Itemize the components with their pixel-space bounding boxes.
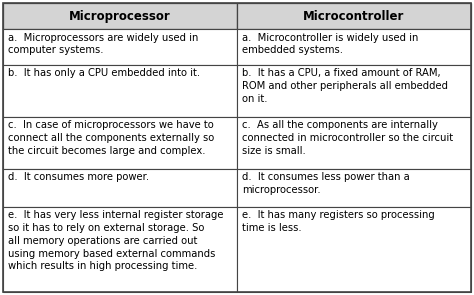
Text: e.  It has many registers so processing
time is less.: e. It has many registers so processing t… (242, 210, 435, 233)
Bar (3, 169, 237, 207)
Text: d.  It consumes less power than a
microprocessor.: d. It consumes less power than a micropr… (242, 172, 410, 195)
Text: a.  Microprocessors are widely used in
computer systems.: a. Microprocessors are widely used in co… (8, 32, 199, 55)
Text: b.  It has a CPU, a fixed amount of RAM,
ROM and other peripherals all embedded
: b. It has a CPU, a fixed amount of RAM, … (242, 68, 448, 104)
Text: a.  Microcontroller is widely used in
embedded systems.: a. Microcontroller is widely used in emb… (242, 32, 419, 55)
Text: Microprocessor: Microprocessor (69, 9, 171, 22)
Bar (3, 207, 237, 292)
Bar (3, 3, 237, 29)
Text: b.  It has only a CPU embedded into it.: b. It has only a CPU embedded into it. (8, 68, 200, 78)
Text: c.  As all the components are internally
connected in microcontroller so the cir: c. As all the components are internally … (242, 120, 453, 156)
Bar (237, 3, 471, 29)
Bar (237, 169, 471, 207)
Bar (237, 117, 471, 169)
Text: e.  It has very less internal register storage
so it has to rely on external sto: e. It has very less internal register st… (8, 210, 224, 271)
Text: d.  It consumes more power.: d. It consumes more power. (8, 172, 149, 182)
Bar (3, 29, 237, 65)
Text: c.  In case of microprocessors we have to
connect all the components externally : c. In case of microprocessors we have to… (8, 120, 214, 156)
Bar (237, 65, 471, 117)
Text: Microcontroller: Microcontroller (303, 9, 405, 22)
Bar (237, 29, 471, 65)
Bar (237, 207, 471, 292)
Bar (3, 117, 237, 169)
Bar (3, 65, 237, 117)
